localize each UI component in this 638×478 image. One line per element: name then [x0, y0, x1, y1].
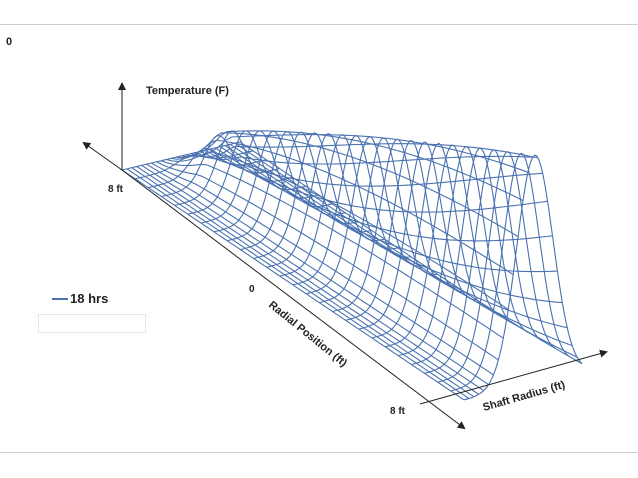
mesh-line [166, 151, 509, 310]
bottom-border-line [0, 452, 638, 453]
shaft-axis [419, 349, 608, 405]
legend-empty-box [38, 314, 146, 333]
mesh-line [156, 161, 499, 361]
mesh-line [136, 166, 480, 395]
mesh-line [437, 151, 557, 383]
surface-mesh [121, 130, 583, 401]
back-tick-label: 8 ft [108, 184, 124, 195]
mesh-line [131, 167, 475, 398]
mesh-line [187, 130, 306, 215]
mesh-line [180, 130, 524, 202]
mesh-line [239, 141, 583, 365]
mesh-line [174, 130, 293, 206]
mesh-line [229, 143, 573, 347]
legend-swatch [52, 297, 68, 300]
legend: 18 hrs [52, 291, 108, 306]
mesh-line [126, 168, 470, 399]
mesh-line [171, 139, 514, 275]
mesh-line [215, 147, 558, 273]
mesh-line [161, 160, 504, 339]
radial-start-tick: 0 [249, 284, 255, 295]
mesh-line [176, 132, 519, 238]
legend-label: 18 hrs [70, 291, 109, 306]
radial-axis [121, 169, 466, 430]
mesh-line [141, 164, 485, 392]
back-axis [82, 141, 123, 171]
mesh-line [146, 163, 489, 386]
corner-zero-label: 0 [6, 36, 13, 48]
mesh-line [185, 134, 529, 173]
mesh-line [424, 149, 543, 374]
mesh-line [210, 148, 553, 242]
mesh-line [121, 169, 465, 401]
vertical-axis-label: Temperature (F) [146, 85, 229, 97]
radial-end-tick: 8 ft [390, 406, 406, 417]
mesh-line [151, 162, 494, 376]
top-border-line [0, 24, 638, 25]
mesh-line [224, 145, 568, 329]
mesh-line [200, 150, 543, 187]
shaft-axis-label: Shaft Radius (ft) [482, 379, 567, 414]
